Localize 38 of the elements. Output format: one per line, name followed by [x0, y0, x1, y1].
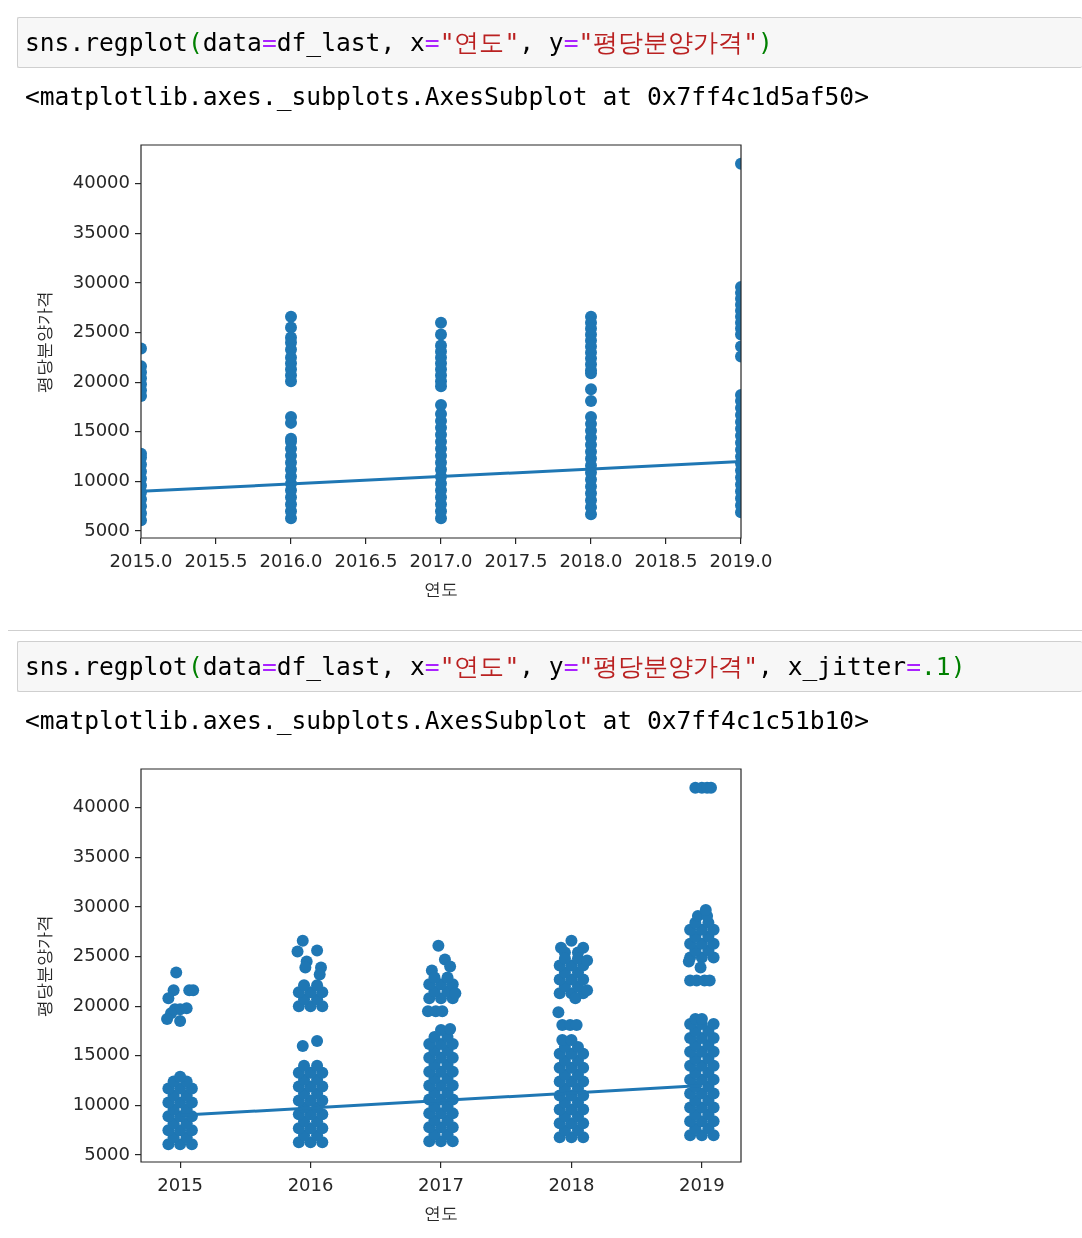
y-axis-title: 평당분양가격 [33, 914, 54, 1017]
y-tick-label: 25000 [72, 320, 130, 342]
x-tick-label: 2016 [287, 1174, 334, 1196]
y-tick-label: 5000 [84, 518, 130, 540]
y-tick-label: 15000 [72, 1043, 130, 1065]
y-tick-label: 35000 [72, 845, 130, 866]
x-tick-label: 2018.5 [634, 550, 698, 572]
y-tick-label: 35000 [72, 221, 130, 242]
y-tick-label: 40000 [72, 795, 130, 817]
y-tick-label: 30000 [72, 270, 130, 292]
x-tick-label: 2019.0 [709, 550, 773, 572]
y-tick-label: 25000 [72, 944, 130, 966]
x-tick-label: 2016.0 [259, 550, 323, 572]
y-tick-label: 5000 [84, 1142, 130, 1164]
y-tick-label: 20000 [72, 993, 130, 1015]
y-tick-label: 40000 [72, 171, 130, 193]
y-tick-label: 30000 [72, 894, 130, 916]
x-tick-label: 2015.5 [184, 550, 248, 572]
text: <matplotlib.axes._subplots.AxesSubplot at 0x7ff4c1c51b10> [25, 706, 869, 735]
x-tick-label: 2017.5 [484, 550, 548, 572]
code-cell: sns.regplot(data=df_last, x="연도", y="평당분양가격", x_jitter=.1) [17, 641, 1082, 692]
x-axis-title: 연도 [424, 579, 458, 600]
y-tick-label: 10000 [72, 469, 130, 491]
y-axis-title: 평당분양가격 [33, 290, 54, 393]
x-axis-title: 연도 [424, 1203, 458, 1224]
x-tick-label: 2016.5 [334, 550, 398, 572]
x-tick-label: 2019 [678, 1174, 725, 1196]
x-tick-label: 2015.0 [109, 550, 173, 572]
x-tick-label: 2015 [157, 1174, 204, 1196]
x-tick-label: 2018 [548, 1174, 595, 1196]
text: <matplotlib.axes._subplots.AxesSubplot at 0x7ff4c1d5af50> [25, 82, 869, 111]
x-tick-label: 2017.0 [409, 550, 473, 572]
y-tick-label: 20000 [72, 369, 130, 391]
code-cell: sns.regplot(data=df_last, x="연도", y="평당분양가격") [17, 17, 1082, 68]
y-tick-label: 10000 [72, 1093, 130, 1115]
y-tick-label: 15000 [72, 419, 130, 441]
x-tick-label: 2018.0 [559, 550, 623, 572]
x-tick-label: 2017 [418, 1174, 464, 1196]
